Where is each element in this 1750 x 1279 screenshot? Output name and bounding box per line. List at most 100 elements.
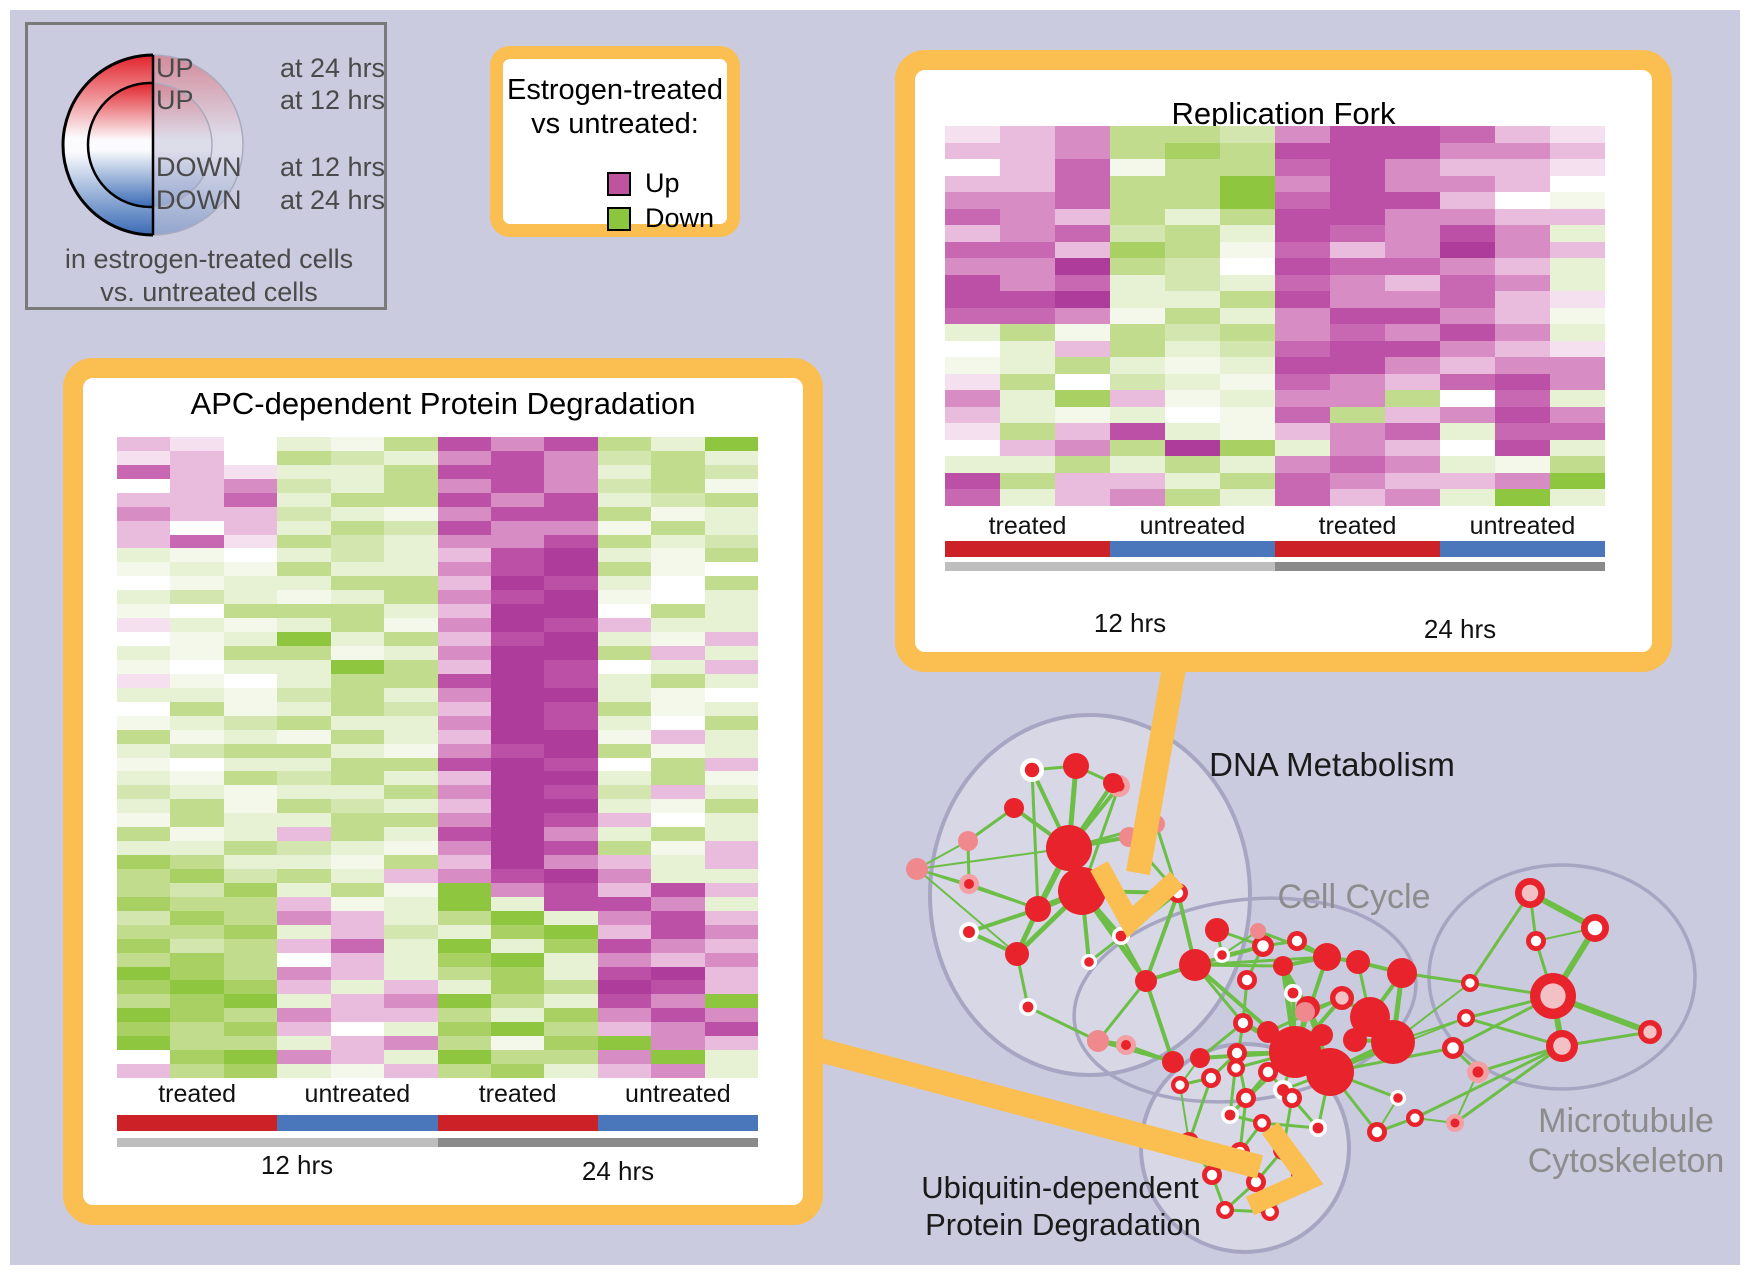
heatmap-cell [117, 966, 171, 981]
heatmap-cell [330, 729, 385, 744]
heatmap-cell [704, 701, 758, 716]
heatmap-cell [1165, 126, 1220, 143]
heatmap-cell [117, 534, 171, 549]
heatmap-cell [1330, 406, 1385, 424]
heatmap-cell [1000, 126, 1055, 143]
heatmap-cell [651, 604, 705, 619]
heatmap-cell [1440, 406, 1495, 424]
heatmap-cell [490, 952, 545, 967]
heatmap-cell [1330, 324, 1385, 341]
heatmap-cell [223, 855, 278, 869]
heatmap-cell [1330, 142, 1385, 160]
heatmap-cell [651, 910, 705, 925]
heatmap-cell [1495, 439, 1550, 457]
heatmap-cell [704, 980, 758, 995]
heatmap-cell [223, 799, 278, 814]
heatmap-cell [1165, 241, 1220, 259]
heatmap-cell [651, 938, 705, 953]
heatmap-cell [1440, 390, 1495, 407]
heatmap-cell [544, 715, 598, 730]
heatmap-cell [544, 520, 598, 535]
heatmap-cell [384, 478, 438, 493]
heatmap-cell [1385, 192, 1440, 209]
heatmap-cell [651, 729, 705, 744]
heatmap-cell [597, 771, 652, 786]
heatmap-cell [170, 464, 224, 479]
heatmap-cell [1110, 439, 1165, 457]
heatmap-cell [945, 142, 1000, 160]
apc-group-label-untreated-24: untreated [625, 1080, 731, 1108]
heatmap-cell [170, 687, 224, 702]
heatmap-cell [117, 506, 171, 521]
heatmap-cell [330, 646, 385, 660]
heatmap-cell [544, 855, 598, 869]
heatmap-cell [437, 450, 491, 465]
heatmap-cell [544, 464, 598, 479]
heatmap-cell [1495, 423, 1550, 440]
heatmap-cell [330, 464, 385, 479]
heatmap-cell [1550, 472, 1605, 490]
heatmap-cell [544, 966, 598, 981]
heatmap-cell [223, 548, 278, 563]
heatmap-cell [945, 291, 1000, 308]
heatmap-cell [1275, 225, 1330, 242]
heatmap-cell [1165, 324, 1220, 341]
heatmap-cell [223, 618, 278, 633]
heatmap-cell [544, 492, 598, 507]
heatmap-cell [1055, 324, 1110, 341]
heatmap-cell [1000, 439, 1055, 457]
heatmap-cell [277, 506, 331, 521]
heatmap-cell [1055, 340, 1110, 358]
heatmap-cell [330, 882, 385, 897]
heatmap-cell [704, 743, 758, 758]
heatmap-cell [117, 799, 171, 814]
heatmap-cell [1165, 423, 1220, 440]
heatmap-cell [945, 274, 1000, 292]
heatmap-cell [544, 1064, 598, 1078]
heatmap-cell [117, 520, 171, 535]
heatmap-cell [597, 966, 652, 981]
heatmap-cell [223, 980, 278, 995]
heatmap-cell [1165, 472, 1220, 490]
heatmap-cell [651, 492, 705, 507]
heatmap-cell [1110, 159, 1165, 176]
heatmap-cell [117, 1036, 171, 1051]
heatmap-cell [1330, 390, 1385, 407]
heatmap-cell [170, 1022, 224, 1037]
heatmap-cell [223, 952, 278, 967]
heatmap-cell [1495, 324, 1550, 341]
color-key-title-line1: Estrogen-treated [506, 74, 723, 106]
heatmap-cell [1220, 324, 1275, 341]
heatmap-cell [651, 952, 705, 967]
legend-dir-down-24: DOWN [156, 185, 241, 215]
rf-bar-untreated-24 [1440, 541, 1605, 557]
heatmap-cell [544, 924, 598, 939]
heatmap-cell [597, 604, 652, 619]
heatmap-cell [1550, 241, 1605, 259]
heatmap-cell [330, 450, 385, 465]
heatmap-cell [1550, 175, 1605, 193]
heatmap-cell [437, 437, 491, 451]
heatmap-cell [117, 868, 171, 883]
heatmap-cell [223, 478, 278, 493]
heatmap-cell [1440, 225, 1495, 242]
heatmap-cell [1385, 357, 1440, 374]
heatmap-cell [1275, 241, 1330, 259]
heatmap-cell [1055, 373, 1110, 391]
legend-time-down24: at 24 hrs [280, 185, 384, 215]
heatmap-cell [1110, 472, 1165, 490]
heatmap-cell [704, 994, 758, 1009]
heatmap-cell [544, 1022, 598, 1037]
legend-footer-line1: in estrogen-treated cells [65, 244, 353, 274]
heatmap-cell [1220, 472, 1275, 490]
heatmap-cell [651, 464, 705, 479]
heatmap-cell [170, 882, 224, 897]
heatmap-cell [1550, 307, 1605, 325]
heatmap-cell [1000, 357, 1055, 374]
heatmap-cell [1110, 340, 1165, 358]
heatmap-cell [1110, 456, 1165, 473]
heatmap-cell [490, 924, 545, 939]
heatmap-cell [1385, 390, 1440, 407]
heatmap-cell [945, 390, 1000, 407]
heatmap-cell [651, 966, 705, 981]
